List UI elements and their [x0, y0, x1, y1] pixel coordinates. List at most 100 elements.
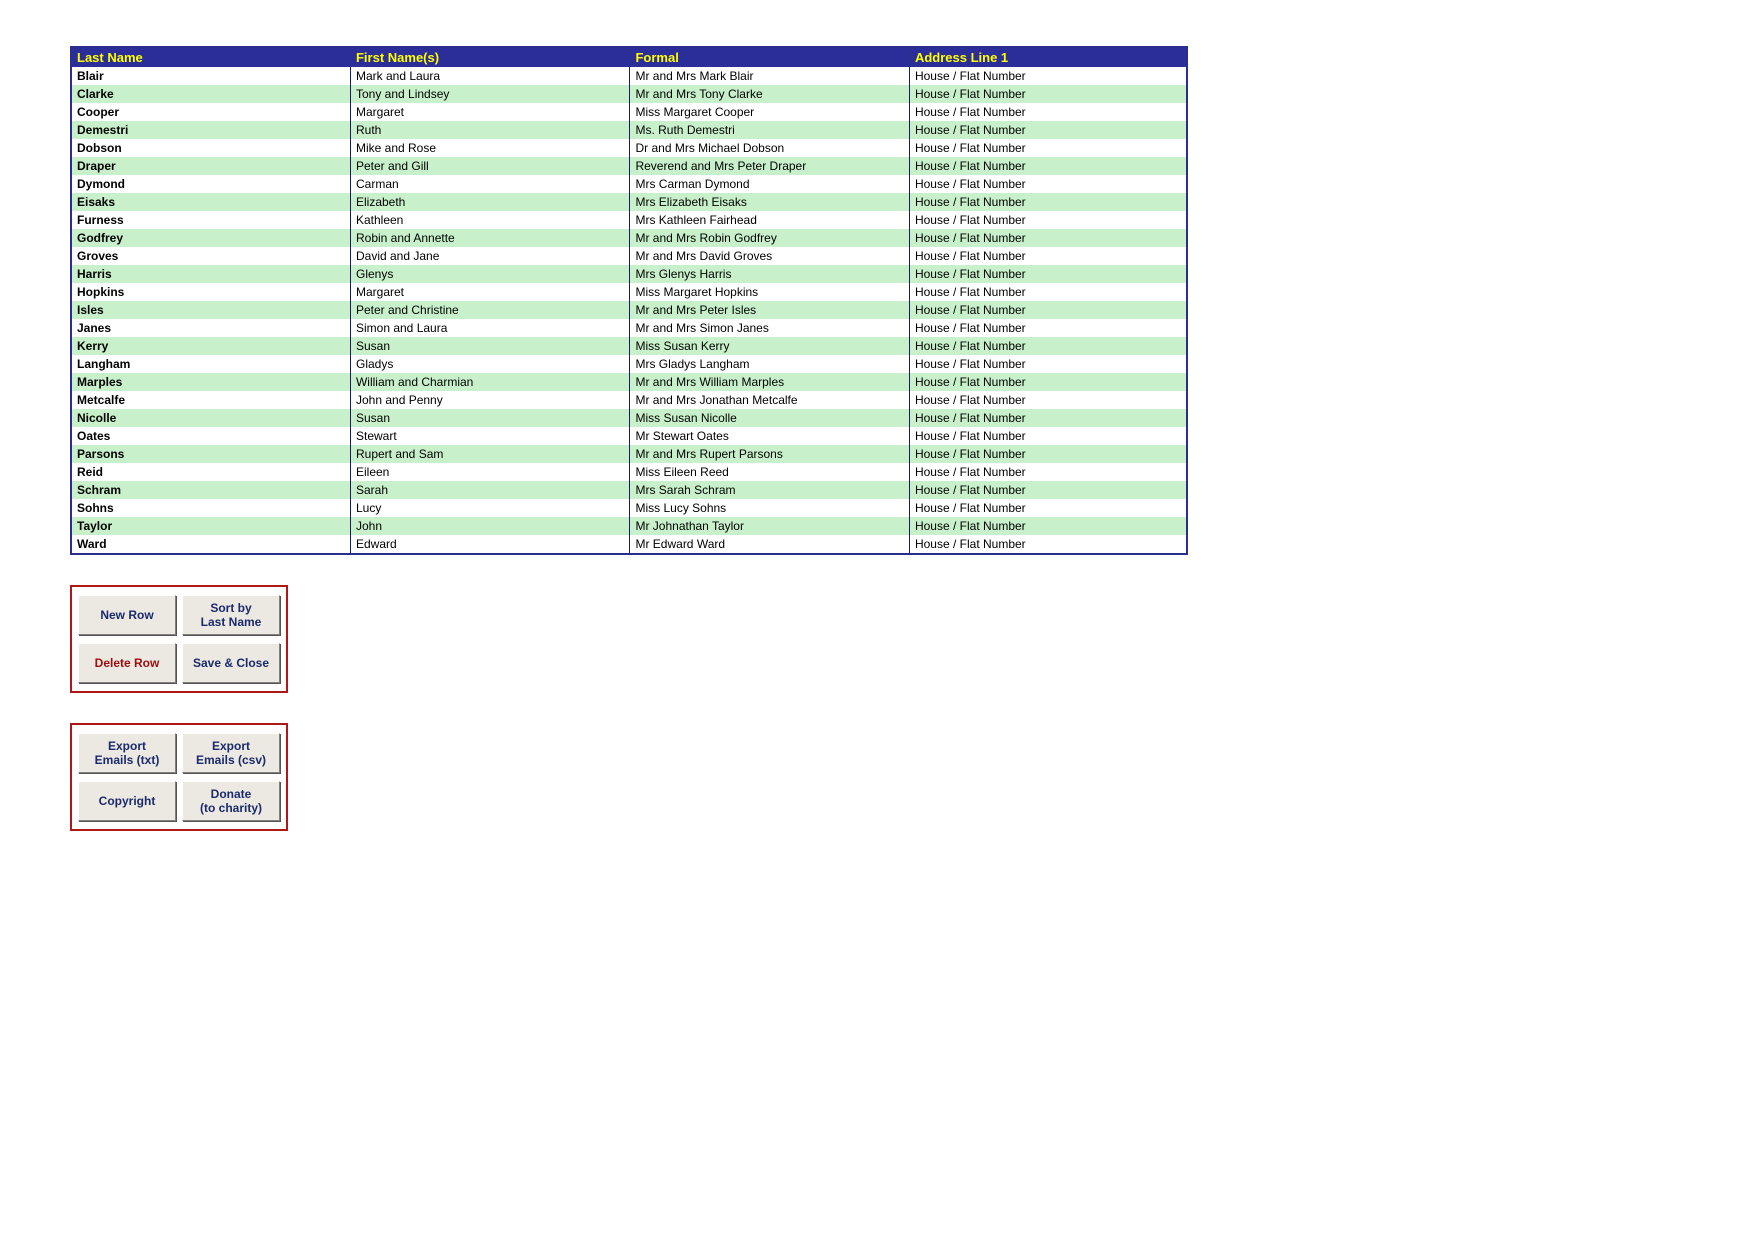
cell-firstname[interactable]: John and Penny: [350, 391, 629, 409]
cell-formal[interactable]: Miss Margaret Cooper: [630, 103, 910, 121]
cell-address1[interactable]: House / Flat Number: [909, 139, 1187, 157]
cell-firstname[interactable]: Stewart: [350, 427, 629, 445]
cell-formal[interactable]: Mr and Mrs Rupert Parsons: [630, 445, 910, 463]
cell-firstname[interactable]: Mike and Rose: [350, 139, 629, 157]
cell-lastname[interactable]: Harris: [71, 265, 350, 283]
cell-formal[interactable]: Reverend and Mrs Peter Draper: [630, 157, 910, 175]
cell-firstname[interactable]: Gladys: [350, 355, 629, 373]
cell-firstname[interactable]: Margaret: [350, 103, 629, 121]
new-row-button[interactable]: New Row: [78, 595, 176, 635]
cell-address1[interactable]: House / Flat Number: [909, 103, 1187, 121]
cell-lastname[interactable]: Nicolle: [71, 409, 350, 427]
table-row[interactable]: HarrisGlenysMrs Glenys HarrisHouse / Fla…: [71, 265, 1187, 283]
table-row[interactable]: TaylorJohnMr Johnathan TaylorHouse / Fla…: [71, 517, 1187, 535]
table-row[interactable]: DobsonMike and RoseDr and Mrs Michael Do…: [71, 139, 1187, 157]
table-row[interactable]: BlairMark and LauraMr and Mrs Mark Blair…: [71, 67, 1187, 85]
cell-formal[interactable]: Mr and Mrs Robin Godfrey: [630, 229, 910, 247]
cell-formal[interactable]: Mrs Elizabeth Eisaks: [630, 193, 910, 211]
cell-formal[interactable]: Mrs Glenys Harris: [630, 265, 910, 283]
table-row[interactable]: KerrySusanMiss Susan KerryHouse / Flat N…: [71, 337, 1187, 355]
cell-address1[interactable]: House / Flat Number: [909, 373, 1187, 391]
table-row[interactable]: DymondCarmanMrs Carman DymondHouse / Fla…: [71, 175, 1187, 193]
cell-firstname[interactable]: Kathleen: [350, 211, 629, 229]
cell-address1[interactable]: House / Flat Number: [909, 175, 1187, 193]
table-row[interactable]: DemestriRuthMs. Ruth DemestriHouse / Fla…: [71, 121, 1187, 139]
table-row[interactable]: GodfreyRobin and AnnetteMr and Mrs Robin…: [71, 229, 1187, 247]
cell-formal[interactable]: Mr and Mrs Mark Blair: [630, 67, 910, 85]
cell-firstname[interactable]: Peter and Gill: [350, 157, 629, 175]
cell-firstname[interactable]: Robin and Annette: [350, 229, 629, 247]
cell-firstname[interactable]: Tony and Lindsey: [350, 85, 629, 103]
cell-firstname[interactable]: Lucy: [350, 499, 629, 517]
cell-formal[interactable]: Mr and Mrs David Groves: [630, 247, 910, 265]
cell-address1[interactable]: House / Flat Number: [909, 445, 1187, 463]
table-row[interactable]: OatesStewartMr Stewart OatesHouse / Flat…: [71, 427, 1187, 445]
table-row[interactable]: MetcalfeJohn and PennyMr and Mrs Jonatha…: [71, 391, 1187, 409]
cell-address1[interactable]: House / Flat Number: [909, 355, 1187, 373]
delete-row-button[interactable]: Delete Row: [78, 643, 176, 683]
cell-lastname[interactable]: Sohns: [71, 499, 350, 517]
cell-lastname[interactable]: Dobson: [71, 139, 350, 157]
sort-button[interactable]: Sort byLast Name: [182, 595, 280, 635]
cell-lastname[interactable]: Isles: [71, 301, 350, 319]
cell-formal[interactable]: Ms. Ruth Demestri: [630, 121, 910, 139]
table-row[interactable]: SchramSarahMrs Sarah SchramHouse / Flat …: [71, 481, 1187, 499]
cell-lastname[interactable]: Kerry: [71, 337, 350, 355]
cell-lastname[interactable]: Groves: [71, 247, 350, 265]
cell-formal[interactable]: Miss Margaret Hopkins: [630, 283, 910, 301]
cell-firstname[interactable]: John: [350, 517, 629, 535]
cell-firstname[interactable]: William and Charmian: [350, 373, 629, 391]
cell-formal[interactable]: Mr and Mrs William Marples: [630, 373, 910, 391]
cell-address1[interactable]: House / Flat Number: [909, 301, 1187, 319]
cell-address1[interactable]: House / Flat Number: [909, 265, 1187, 283]
cell-address1[interactable]: House / Flat Number: [909, 247, 1187, 265]
table-row[interactable]: DraperPeter and GillReverend and Mrs Pet…: [71, 157, 1187, 175]
cell-lastname[interactable]: Cooper: [71, 103, 350, 121]
cell-formal[interactable]: Dr and Mrs Michael Dobson: [630, 139, 910, 157]
table-row[interactable]: MarplesWilliam and CharmianMr and Mrs Wi…: [71, 373, 1187, 391]
table-row[interactable]: ClarkeTony and LindseyMr and Mrs Tony Cl…: [71, 85, 1187, 103]
cell-address1[interactable]: House / Flat Number: [909, 229, 1187, 247]
cell-firstname[interactable]: Edward: [350, 535, 629, 554]
cell-address1[interactable]: House / Flat Number: [909, 535, 1187, 554]
table-row[interactable]: HopkinsMargaretMiss Margaret HopkinsHous…: [71, 283, 1187, 301]
cell-lastname[interactable]: Godfrey: [71, 229, 350, 247]
cell-address1[interactable]: House / Flat Number: [909, 121, 1187, 139]
cell-lastname[interactable]: Clarke: [71, 85, 350, 103]
cell-lastname[interactable]: Janes: [71, 319, 350, 337]
cell-formal[interactable]: Mrs Carman Dymond: [630, 175, 910, 193]
cell-firstname[interactable]: Mark and Laura: [350, 67, 629, 85]
cell-firstname[interactable]: Ruth: [350, 121, 629, 139]
cell-address1[interactable]: House / Flat Number: [909, 193, 1187, 211]
cell-address1[interactable]: House / Flat Number: [909, 157, 1187, 175]
table-row[interactable]: WardEdwardMr Edward WardHouse / Flat Num…: [71, 535, 1187, 554]
cell-address1[interactable]: House / Flat Number: [909, 427, 1187, 445]
table-row[interactable]: FurnessKathleenMrs Kathleen FairheadHous…: [71, 211, 1187, 229]
table-row[interactable]: CooperMargaretMiss Margaret CooperHouse …: [71, 103, 1187, 121]
cell-lastname[interactable]: Blair: [71, 67, 350, 85]
cell-lastname[interactable]: Marples: [71, 373, 350, 391]
table-row[interactable]: LanghamGladysMrs Gladys LanghamHouse / F…: [71, 355, 1187, 373]
cell-firstname[interactable]: Susan: [350, 409, 629, 427]
table-row[interactable]: GrovesDavid and JaneMr and Mrs David Gro…: [71, 247, 1187, 265]
cell-address1[interactable]: House / Flat Number: [909, 409, 1187, 427]
cell-formal[interactable]: Miss Susan Kerry: [630, 337, 910, 355]
cell-formal[interactable]: Mr and Mrs Tony Clarke: [630, 85, 910, 103]
cell-address1[interactable]: House / Flat Number: [909, 481, 1187, 499]
cell-address1[interactable]: House / Flat Number: [909, 283, 1187, 301]
cell-firstname[interactable]: David and Jane: [350, 247, 629, 265]
table-row[interactable]: SohnsLucyMiss Lucy SohnsHouse / Flat Num…: [71, 499, 1187, 517]
cell-firstname[interactable]: Glenys: [350, 265, 629, 283]
cell-firstname[interactable]: Eileen: [350, 463, 629, 481]
cell-lastname[interactable]: Schram: [71, 481, 350, 499]
cell-address1[interactable]: House / Flat Number: [909, 463, 1187, 481]
table-row[interactable]: NicolleSusanMiss Susan NicolleHouse / Fl…: [71, 409, 1187, 427]
cell-lastname[interactable]: Oates: [71, 427, 350, 445]
cell-address1[interactable]: House / Flat Number: [909, 85, 1187, 103]
cell-address1[interactable]: House / Flat Number: [909, 517, 1187, 535]
table-row[interactable]: ReidEileenMiss Eileen ReedHouse / Flat N…: [71, 463, 1187, 481]
cell-formal[interactable]: Mr and Mrs Simon Janes: [630, 319, 910, 337]
table-row[interactable]: IslesPeter and ChristineMr and Mrs Peter…: [71, 301, 1187, 319]
cell-formal[interactable]: Mrs Sarah Schram: [630, 481, 910, 499]
table-row[interactable]: EisaksElizabethMrs Elizabeth EisaksHouse…: [71, 193, 1187, 211]
